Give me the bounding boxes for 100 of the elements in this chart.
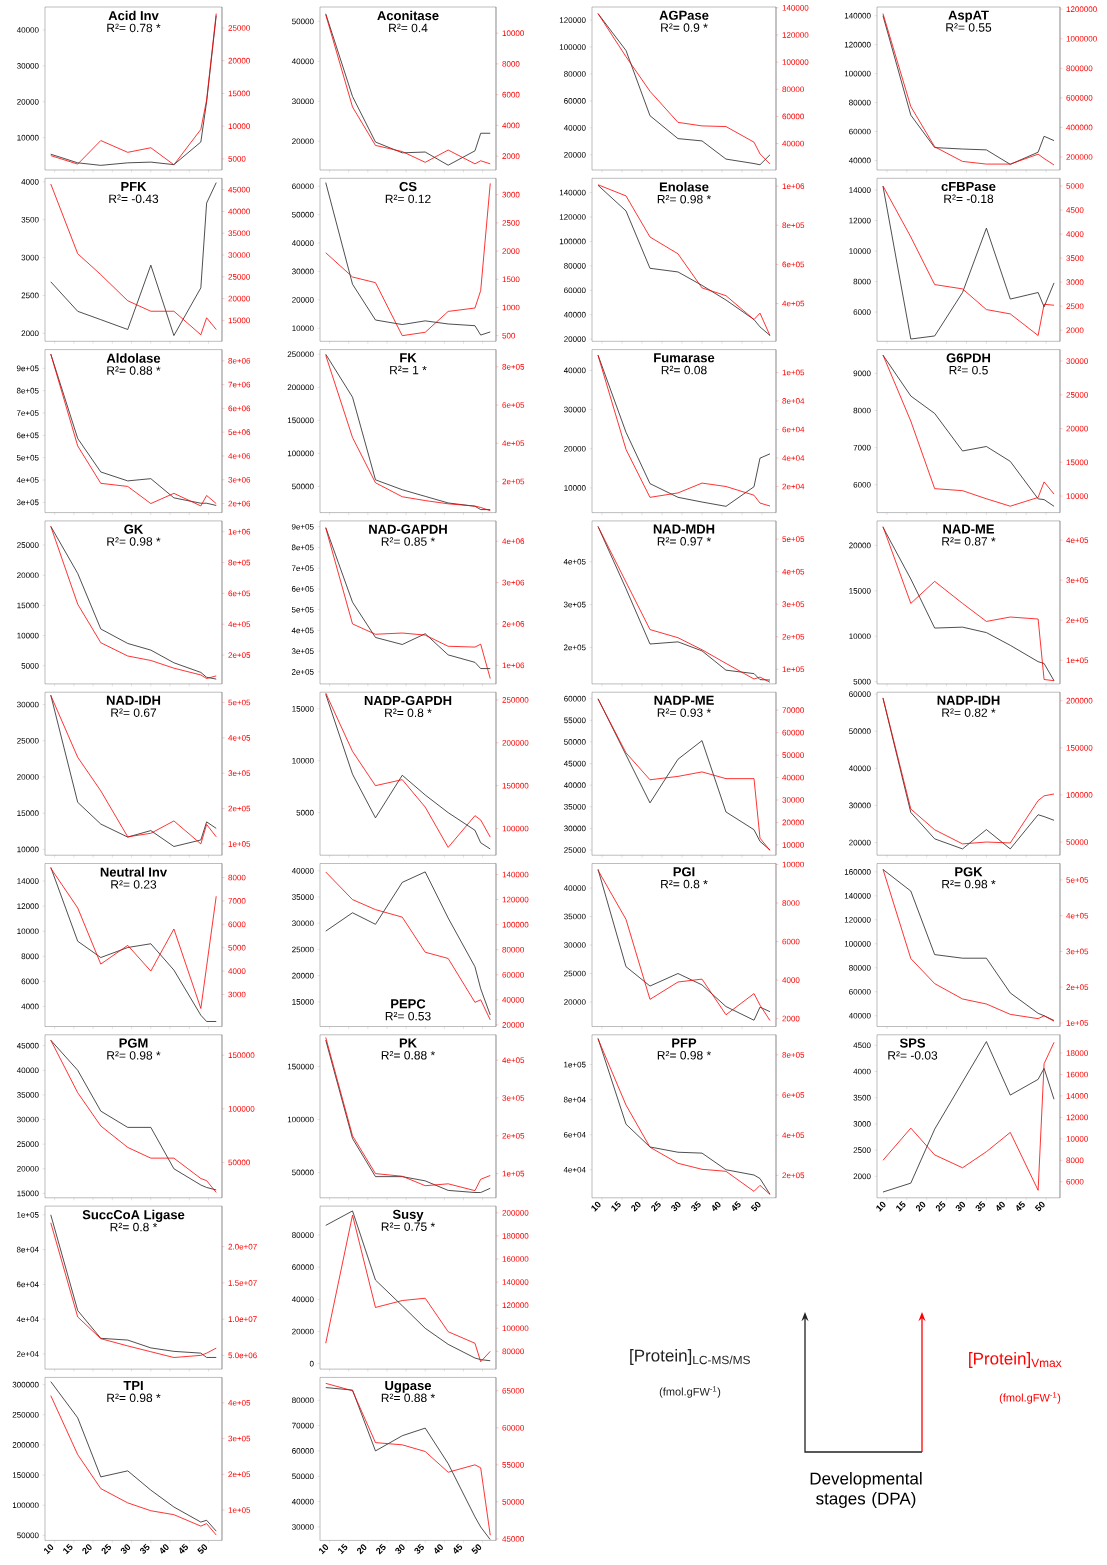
y2-tick-label: 400000 (1066, 124, 1093, 131)
text: R²= 0.78 * (107, 23, 161, 33)
y-tick-label: 25000 (564, 847, 586, 853)
y2-tick-label: 100000 (502, 921, 529, 928)
y2-tick-label: 8e+05 (502, 363, 525, 370)
y-tick-label: 45000 (16, 1042, 39, 1049)
chart-title: Fumarase (654, 353, 715, 363)
x-tick-label: 25 (376, 1543, 386, 1555)
y2-tick-label: 40000 (502, 996, 524, 1003)
y2-tick-label: 6000 (1066, 1178, 1084, 1185)
y-tick-label: 2000 (853, 1173, 871, 1180)
y2-tick-label: 5e+05 (782, 536, 805, 542)
y2-tick-label: 2e+05 (502, 1132, 525, 1139)
y-tick-label: 40000 (291, 240, 314, 246)
text: R²= 0.8 * (385, 708, 432, 718)
y-tick-label: 120000 (844, 41, 871, 48)
y2-tick-label: 50000 (228, 1159, 250, 1166)
y-tick-label: 3500 (21, 216, 39, 223)
text: R²= 0.23 (111, 880, 157, 889)
y2-tick-label: 600000 (1066, 95, 1093, 101)
x-tick-label: 35 (139, 1543, 150, 1554)
y-tick-label: 50000 (292, 1169, 314, 1176)
x-tick-label: 25 (651, 1201, 661, 1212)
text: R²= 0.98 * (657, 1051, 711, 1060)
y2-tick-label: 2e+05 (502, 478, 525, 485)
x-tick-label: 35 (975, 1201, 986, 1212)
y2-tick-label: 8e+05 (228, 559, 251, 566)
y-tick-label: 40000 (848, 157, 871, 164)
y2-tick-label: 8e+05 (782, 222, 805, 229)
y2-tick-label: 80000 (502, 946, 524, 953)
y-tick-label: 15000 (17, 602, 39, 609)
y-tick-label: 20000 (292, 297, 314, 303)
y2-tick-label: 2500 (502, 220, 520, 226)
chart-title: PFK (121, 181, 147, 191)
y2-tick-label: 2000 (502, 153, 520, 159)
y-tick-label: 4000 (853, 1068, 871, 1075)
y2-tick-label: 7000 (228, 898, 246, 904)
y2-tick-label: 55000 (502, 1462, 524, 1468)
y2-tick-label: 1e+05 (228, 841, 251, 847)
y-tick-label: 9e+05 (16, 365, 39, 372)
x-tick-label: 30 (955, 1201, 966, 1212)
y2-tick-label: 4e+05 (502, 440, 525, 447)
y2-tick-label: 30000 (228, 252, 250, 258)
y2-tick-label: 12000 (1066, 1114, 1088, 1121)
y2-tick-label: 5000 (1066, 183, 1084, 189)
y2-tick-label: 8e+04 (782, 398, 805, 404)
y-tick-label: 50000 (292, 483, 314, 490)
y2-tick-label: 3000 (1066, 279, 1084, 285)
y-tick-label: 35000 (564, 803, 586, 810)
y-tick-label: 7e+05 (291, 565, 314, 572)
y-tick-label: 40000 (848, 1012, 871, 1019)
chart-title: Neutral Inv (100, 867, 168, 877)
text: R²= 0.9 * (661, 23, 708, 32)
y-tick-label: 8e+05 (291, 544, 314, 551)
y-tick-label: 15000 (17, 1190, 39, 1197)
line-series (597, 354, 771, 507)
y-tick-label: 120000 (844, 917, 871, 923)
y2-tick-label: 1200000 (1066, 6, 1097, 12)
y-tick-label: 40000 (563, 782, 586, 788)
y-tick-label: 20000 (17, 774, 39, 780)
y2-tick-label: 1e+06 (502, 662, 525, 669)
y-tick-label: 10000 (292, 757, 314, 764)
x-tick-label: 20 (82, 1544, 92, 1555)
y2-tick-label: 50000 (782, 752, 804, 758)
line-series (882, 526, 1055, 682)
y2-tick-label: 160000 (502, 1256, 529, 1262)
y-tick-label: 8e+04 (563, 1096, 586, 1103)
y-tick-label: 80000 (564, 71, 586, 77)
y2-tick-label: 8e+05 (782, 1052, 805, 1058)
x-tick-label: 45 (1016, 1201, 1025, 1212)
y2-tick-label: 5000 (228, 944, 246, 951)
y-tick-label: 7e+05 (16, 410, 39, 416)
y-tick-label: 0 (309, 1360, 314, 1367)
y2-tick-label: 35000 (228, 230, 250, 237)
y2-tick-label: 5000 (228, 156, 246, 162)
x-tick-label: 10 (318, 1544, 329, 1555)
text: R²= 0.55 (946, 23, 992, 32)
y-tick-label: 100000 (12, 1502, 39, 1509)
y-tick-label: 80000 (564, 263, 586, 269)
text: R²= 0.98 * (107, 537, 161, 546)
y-tick-label: 10000 (17, 928, 39, 935)
y2-tick-label: 200000 (1066, 154, 1093, 160)
chart-title: AGPase (659, 10, 709, 20)
x-tick-label: 30 (671, 1201, 681, 1212)
x-tick-label: 20 (915, 1201, 926, 1212)
y2-tick-label: 20000 (502, 1022, 524, 1028)
y2-tick-label: 60000 (782, 113, 804, 120)
y2-tick-label: 3500 (1066, 255, 1084, 261)
text: R²= 0.88 * (381, 1051, 435, 1060)
y2-tick-label: 15000 (1066, 459, 1088, 466)
y2-tick-label: 4e+05 (782, 300, 805, 307)
chart-title: PK (399, 1038, 417, 1048)
y-tick-label: 15000 (849, 588, 871, 594)
y2-tick-label: 8000 (228, 874, 246, 881)
y-tick-label: 100000 (559, 44, 586, 50)
y-tick-label: 70000 (292, 1422, 314, 1429)
y2-tick-label: 4e+05 (1066, 537, 1089, 543)
text: Developmental stages (DPA) (810, 1472, 922, 1508)
y2-tick-label: 1e+05 (1066, 1020, 1089, 1026)
y-tick-label: 20000 (292, 972, 314, 979)
